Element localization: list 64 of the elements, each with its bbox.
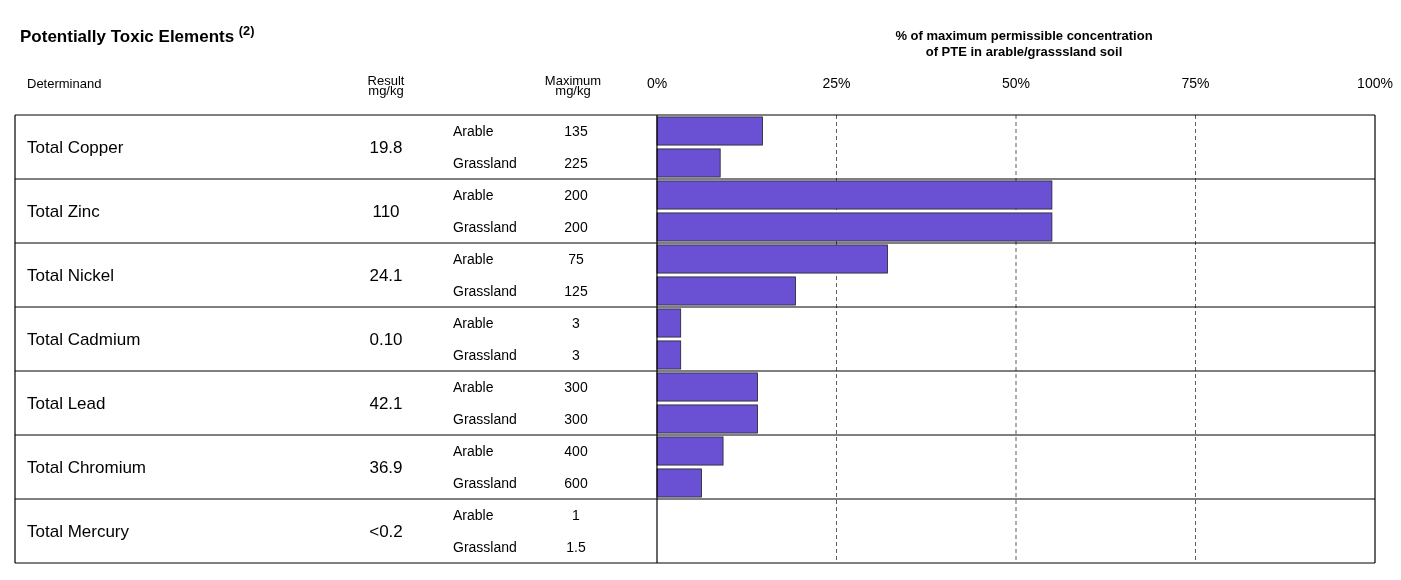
y-tick-label: Grassland	[453, 347, 517, 363]
text: 225	[564, 155, 588, 171]
y-tick-label: Arable	[453, 379, 494, 395]
bar	[656, 276, 796, 306]
text: Total Chromium	[27, 458, 147, 477]
y-tick-label: Grassland	[453, 283, 517, 299]
x-tick-label: 100%	[1357, 75, 1393, 91]
x-axis-title: % of maximum permissible concentration of PTE in arable/grasssland soil	[895, 28, 1153, 59]
x-tick-label: 75%	[1181, 75, 1210, 91]
bar	[656, 116, 763, 146]
x-tick-label: 0%	[646, 75, 668, 91]
text: Total Lead	[27, 394, 106, 413]
x-tick-label: 25%	[822, 75, 851, 91]
text: Total Mercury	[27, 522, 130, 541]
text: Result mg/kg	[367, 73, 405, 98]
text: 24.1	[369, 266, 403, 285]
bar	[656, 436, 724, 466]
bar	[656, 468, 702, 498]
text: 135	[564, 123, 588, 139]
text: Potentially Toxic Elements $^{(2)}$	[20, 22, 255, 46]
text: 3	[572, 315, 581, 331]
text: 75	[568, 251, 584, 267]
text: <0.2	[369, 522, 403, 541]
y-tick-label: Arable	[453, 507, 494, 523]
text: 42.1	[369, 394, 403, 413]
y-tick-label: Arable	[453, 123, 494, 139]
text: 3	[572, 347, 581, 363]
bar	[656, 372, 758, 402]
y-tick-label: Grassland	[453, 219, 517, 235]
text: 200	[564, 219, 588, 235]
y-tick-label: Arable	[453, 187, 494, 203]
text: 300	[564, 379, 588, 395]
y-tick-label: Grassland	[453, 475, 517, 491]
bar	[656, 212, 1053, 242]
text: 110	[372, 202, 400, 221]
bar	[656, 244, 888, 274]
bar	[656, 340, 682, 370]
text: Total Cadmium	[27, 330, 141, 349]
text: 600	[564, 475, 588, 491]
bar	[656, 308, 682, 338]
text: Determinand	[27, 76, 102, 91]
bar	[656, 180, 1053, 210]
text: Total Nickel	[27, 266, 114, 285]
text: 19.8	[369, 138, 403, 157]
bar	[656, 404, 758, 434]
text: 200	[564, 187, 588, 203]
text: Total Copper	[27, 138, 124, 157]
text: Maximum mg/kg	[544, 73, 602, 98]
text: 1	[572, 507, 581, 523]
text: Total Zinc	[27, 202, 101, 221]
text: 400	[564, 443, 588, 459]
text: 1.5	[566, 539, 586, 555]
y-tick-label: Arable	[453, 315, 494, 331]
y-tick-label: Grassland	[453, 539, 517, 555]
y-tick-label: Arable	[453, 251, 494, 267]
y-tick-label: Grassland	[453, 155, 517, 171]
text: 36.9	[369, 458, 403, 477]
bar	[656, 148, 721, 178]
text: 125	[564, 283, 588, 299]
text: 300	[564, 411, 588, 427]
y-tick-label: Arable	[453, 443, 494, 459]
text: 0.10	[369, 330, 403, 349]
y-tick-label: Grassland	[453, 411, 517, 427]
x-tick-label: 50%	[1001, 75, 1031, 91]
